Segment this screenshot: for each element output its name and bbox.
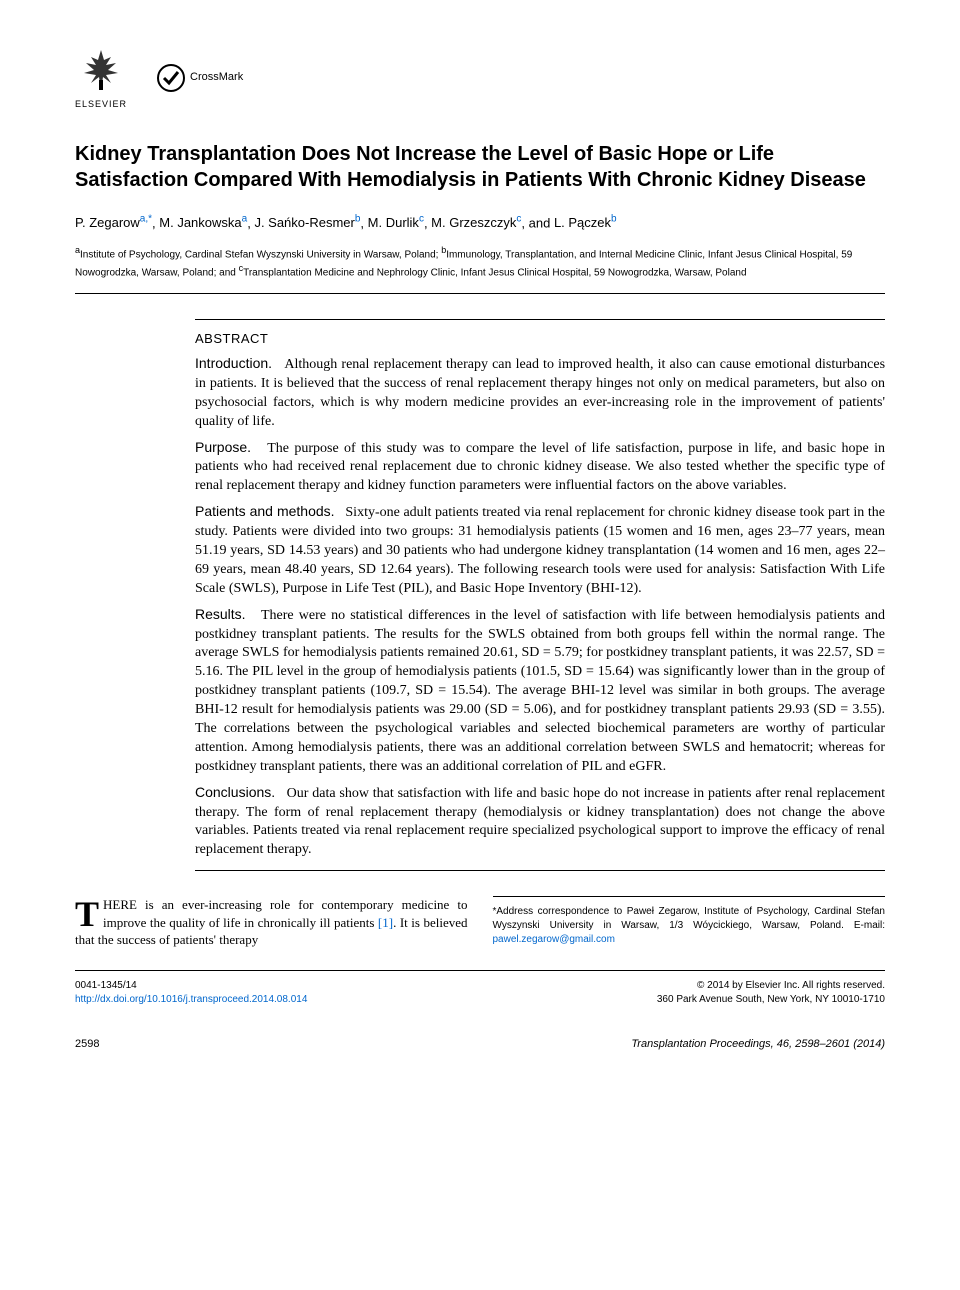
- author: M. Durlikc: [368, 215, 424, 230]
- footer-metadata: 0041-1345/14 http://dx.doi.org/10.1016/j…: [75, 979, 885, 1007]
- body-first-word: HERE: [103, 897, 137, 912]
- author: P. Zegarowa,*: [75, 215, 152, 230]
- abstract-results: Results. There were no statistical diffe…: [195, 605, 885, 777]
- affiliations: aInstitute of Psychology, Cardinal Stefa…: [75, 244, 885, 281]
- abstract-introduction-text: Although renal replacement therapy can l…: [195, 357, 885, 429]
- reference-link[interactable]: [1]: [378, 915, 393, 930]
- publisher-address: 360 Park Avenue South, New York, NY 1001…: [657, 993, 885, 1007]
- abstract-results-text: There were no statistical differences in…: [195, 608, 885, 774]
- elsevier-tree-icon: [76, 45, 126, 95]
- doi-link[interactable]: http://dx.doi.org/10.1016/j.transproceed…: [75, 993, 307, 1007]
- section-label: Introduction.: [195, 355, 272, 371]
- footer-left: 0041-1345/14 http://dx.doi.org/10.1016/j…: [75, 979, 307, 1007]
- copyright: © 2014 by Elsevier Inc. All rights reser…: [657, 979, 885, 993]
- crossmark-icon: [157, 64, 185, 92]
- section-label: Conclusions.: [195, 784, 275, 800]
- correspondence-email[interactable]: pawel.zegarow@gmail.com: [493, 934, 615, 945]
- footer-right: © 2014 by Elsevier Inc. All rights reser…: [657, 979, 885, 1007]
- abstract-conclusions: Conclusions. Our data show that satisfac…: [195, 783, 885, 861]
- correspondence-note: *Address correspondence to Paweł Zegarow…: [493, 896, 886, 947]
- section-label: Patients and methods.: [195, 503, 335, 519]
- abstract-patients: Patients and methods. Sixty-one adult pa…: [195, 502, 885, 598]
- elsevier-label: ELSEVIER: [75, 98, 127, 111]
- crossmark-badge[interactable]: CrossMark: [157, 64, 243, 92]
- section-label: Results.: [195, 606, 246, 622]
- body-paragraph: THERE is an ever-increasing role for con…: [75, 896, 468, 949]
- author: L. Pączekb: [554, 215, 617, 230]
- page-footer: 2598 Transplantation Proceedings, 46, 25…: [75, 1037, 885, 1052]
- header-divider: [75, 293, 885, 294]
- correspondence-text: *Address correspondence to Paweł Zegarow…: [493, 906, 886, 931]
- abstract-purpose-text: The purpose of this study was to compare…: [195, 441, 885, 494]
- section-label: Purpose.: [195, 439, 251, 455]
- author: M. Jankowskaa: [159, 215, 247, 230]
- body-columns: THERE is an ever-increasing role for con…: [75, 896, 885, 955]
- abstract-introduction: Introduction. Although renal replacement…: [195, 354, 885, 432]
- page-number: 2598: [75, 1037, 99, 1052]
- abstract-container: ABSTRACT Introduction. Although renal re…: [75, 319, 885, 871]
- abstract-bottom-rule: [195, 870, 885, 871]
- abstract-purpose: Purpose. The purpose of this study was t…: [195, 438, 885, 497]
- citation: Transplantation Proceedings, 46, 2598–26…: [631, 1037, 885, 1052]
- author: M. Grzeszczykc: [431, 215, 521, 230]
- article-title: Kidney Transplantation Does Not Increase…: [75, 141, 885, 193]
- abstract-heading: ABSTRACT: [195, 330, 885, 348]
- abstract-top-rule: [195, 319, 885, 320]
- authors-list: P. Zegarowa,*, M. Jankowskaa, J. Sańko-R…: [75, 213, 885, 233]
- elsevier-logo[interactable]: ELSEVIER: [75, 45, 127, 111]
- abstract-conclusions-text: Our data show that satisfaction with lif…: [195, 786, 885, 858]
- body-left-column: THERE is an ever-increasing role for con…: [75, 896, 468, 955]
- author: J. Sańko-Resmerb: [254, 215, 360, 230]
- crossmark-label: CrossMark: [190, 70, 243, 85]
- header-logos: ELSEVIER CrossMark: [75, 45, 885, 111]
- issn: 0041-1345/14: [75, 979, 307, 993]
- body-right-column: *Address correspondence to Paweł Zegarow…: [493, 896, 886, 955]
- footer-divider: [75, 970, 885, 971]
- dropcap: T: [75, 900, 99, 928]
